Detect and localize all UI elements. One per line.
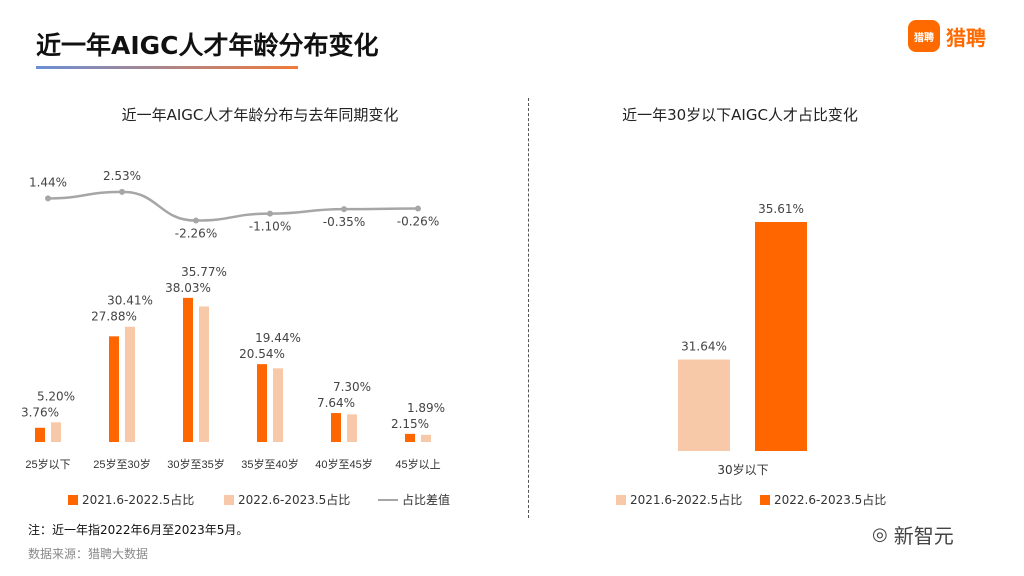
diff-point: [415, 205, 421, 212]
bar: [257, 364, 267, 442]
data-label: 3.76%: [21, 405, 59, 419]
bar: [51, 422, 61, 442]
diff-label: -0.26%: [397, 215, 439, 229]
data-label: 27.88%: [91, 310, 137, 324]
legend-item-dark: 2021.6-2022.5占比: [68, 491, 194, 508]
diff-label: -0.35%: [323, 215, 365, 229]
bar: [125, 326, 135, 442]
bar: [347, 414, 357, 442]
brand-logo-icon: 猎聘: [908, 20, 940, 52]
x-tick-label: 30岁至35岁: [167, 457, 224, 471]
legend-item-line: 占比差值: [378, 491, 450, 508]
data-source: 数据来源：猎聘大数据: [28, 547, 149, 561]
bar: [755, 222, 807, 451]
x-tick-label: 30岁以下: [717, 462, 768, 477]
legend-swatch: [760, 494, 770, 505]
data-label: 31.64%: [681, 340, 727, 354]
data-label: 35.61%: [758, 202, 804, 216]
diff-label: 1.44%: [29, 175, 67, 189]
left-chart-title: 近一年AIGC人才年龄分布与去年同期变化: [121, 106, 399, 124]
right-legend-item-light: 2021.6-2022.5占比: [616, 491, 742, 508]
x-tick-label: 40岁至45岁: [315, 457, 372, 471]
data-label: 2.15%: [391, 417, 429, 431]
bar: [109, 336, 119, 442]
right-chart-title: 近一年30岁以下AIGC人才占比变化: [622, 106, 858, 124]
data-label: 7.30%: [333, 380, 371, 394]
watermark: ◎ 新智元: [872, 520, 954, 549]
bar: [199, 306, 209, 442]
diff-point: [267, 210, 273, 217]
legend-swatch: [224, 494, 234, 505]
data-label: 38.03%: [165, 281, 211, 295]
x-tick-label: 25岁以下: [25, 457, 70, 471]
title-underline: [36, 66, 298, 69]
diff-label: 2.53%: [103, 169, 141, 183]
watermark-text: 新智元: [893, 524, 954, 548]
bar: [678, 359, 730, 451]
data-label: 20.54%: [239, 347, 285, 361]
legend-label: 2021.6-2022.5占比: [82, 493, 195, 507]
diff-line: [47, 190, 419, 222]
data-label: 35.77%: [181, 265, 227, 279]
legend-label: 2022.6-2023.5占比: [238, 493, 351, 507]
legend-label: 占比差值: [402, 493, 451, 507]
legend-swatch: [616, 494, 626, 505]
data-label: 5.20%: [37, 389, 75, 403]
bar: [183, 297, 193, 442]
bar: [35, 427, 45, 442]
x-tick-label: 45岁以上: [395, 457, 440, 471]
diff-point: [45, 195, 51, 202]
data-label: 7.64%: [317, 396, 355, 410]
diff-point: [193, 217, 199, 224]
bar: [331, 413, 341, 442]
left-chart: 3.76% 5.20% 25岁以下 27.88% 30.41% 25岁至30岁 38.03%…: [21, 169, 445, 471]
data-label: 19.44%: [255, 331, 301, 345]
brand-name: 猎聘: [946, 25, 986, 50]
brand-logo: 猎聘 猎聘: [908, 20, 986, 52]
x-tick-label: 35岁至40岁: [241, 457, 298, 471]
right-legend-item-dark: 2022.6-2023.5占比: [760, 491, 886, 508]
diff-point: [341, 206, 347, 213]
legend-item-light: 2022.6-2023.5占比: [224, 491, 350, 508]
diff-label: -2.26%: [175, 227, 217, 241]
diff-label: -1.10%: [249, 220, 291, 234]
divider: [528, 98, 529, 518]
page-title: 近一年AIGC人才年龄分布变化: [36, 31, 379, 60]
legend-line-icon: [378, 498, 398, 501]
bar: [421, 434, 431, 442]
legend-label: 2021.6-2022.5占比: [630, 493, 743, 507]
bar: [405, 433, 415, 442]
data-label: 1.89%: [407, 401, 445, 415]
footnote: 注：近一年指2022年6月至2023年5月。: [28, 523, 249, 537]
wechat-icon: ◎: [872, 524, 888, 545]
legend-swatch: [68, 494, 78, 505]
bar: [273, 368, 283, 442]
right-chart: 31.64% 35.61% 30岁以下: [678, 202, 807, 477]
data-label: 30.41%: [107, 294, 153, 308]
x-tick-label: 25岁至30岁: [93, 457, 150, 471]
brand-badge-text: 猎聘: [914, 32, 934, 44]
legend-label: 2022.6-2023.5占比: [774, 493, 887, 507]
diff-point: [119, 188, 125, 195]
